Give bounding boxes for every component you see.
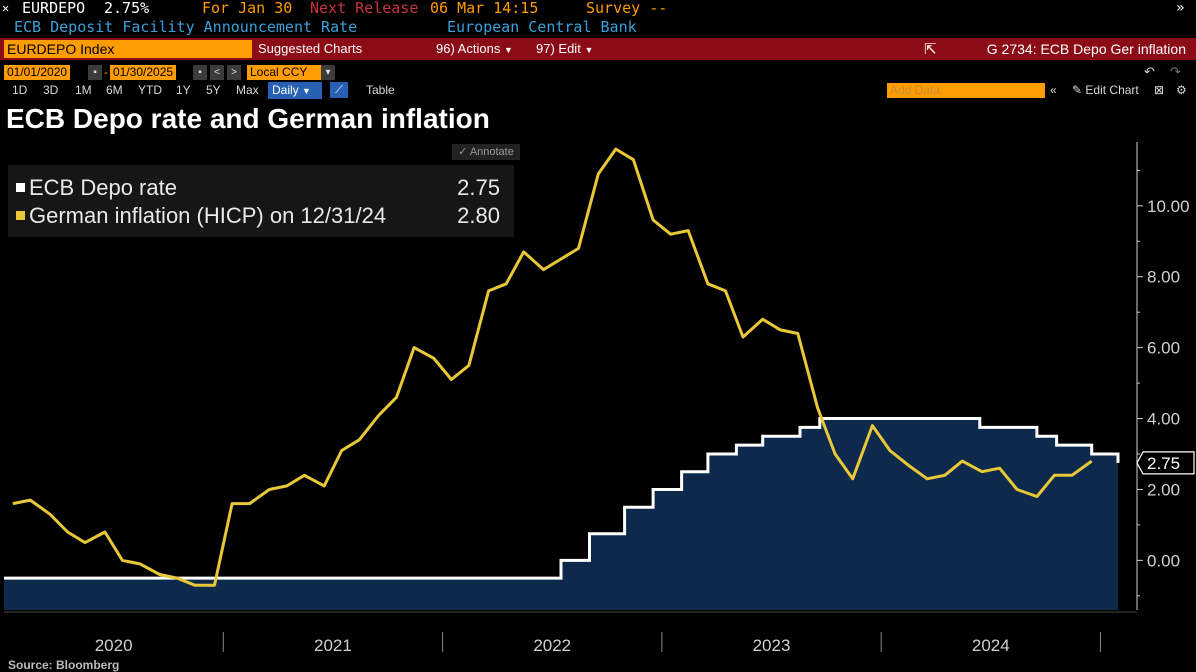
period-ytd[interactable]: YTD [138,83,162,97]
chart-title: ECB Depo rate and German inflation [6,103,490,134]
security-input[interactable]: EURDEPO Index [4,40,252,58]
chevron-down-icon: ▼ [503,45,513,55]
edit-chart-label: Edit Chart [1085,83,1139,97]
last-price-tag-label: 2.75 [1147,454,1180,473]
period-row: 1D 3D 1M 6M YTD 1Y 5Y Max Daily ▼ ⟋ Tabl… [0,82,1196,99]
chevron-down-icon: ▼ [302,86,311,96]
start-date-input[interactable]: 01/01/2020 [4,65,71,80]
edit-chart-button[interactable]: ✎ Edit Chart [1072,83,1139,97]
frequency-label: Daily [272,83,299,97]
close-icon[interactable]: ✕ [2,1,10,15]
suggested-charts-button[interactable]: Suggested Charts [258,41,363,56]
actions-menu[interactable]: 96) Actions ▼ [436,41,513,56]
currency-select[interactable]: Local CCY [247,65,321,80]
y-tick-label: 0.00 [1147,551,1180,570]
command-bar: EURDEPO Index Suggested Charts 96) Actio… [0,38,1196,60]
x-tick-label: 2023 [753,636,791,655]
chart-legend: ECB Depo rate 2.75 German inflation (HIC… [8,165,514,237]
depo-rate-area [4,418,1118,610]
annotate-label: Annotate [469,146,514,158]
legend-swatch-inflation [16,210,25,220]
period-max[interactable]: Max [236,83,259,97]
legend-label-depo: ECB Depo rate [29,175,177,200]
period-5y[interactable]: 5Y [206,83,221,97]
period-3d[interactable]: 3D [43,83,59,97]
date-row: 01/01/2020 ▪ - 01/30/2025 ▪ < > Local CC… [0,64,1196,82]
x-tick-label: 2024 [972,636,1010,655]
chevron-down-icon: ▼ [584,45,594,55]
survey-label: Survey -- [586,0,668,17]
chart-options-icon[interactable]: ⊠ [1154,83,1165,97]
ticker-value: 2.75% [104,0,150,17]
period-1m[interactable]: 1M [75,83,92,97]
ticker-subrow: ECB Deposit Facility Announcement Rate E… [0,17,1196,37]
calendar-icon[interactable]: ▪ [88,65,102,80]
legend-label-inflation: German inflation (HICP) on 12/31/24 [29,203,387,228]
period-1y[interactable]: 1Y [176,83,191,97]
actions-label: 96) Actions [436,41,501,56]
add-data-input[interactable]: Add Data [887,83,1045,98]
date-separator: - [104,65,108,79]
depo-rate-line [4,417,1120,580]
period-6m[interactable]: 6M [106,83,123,97]
legend-value-depo: 2.75 [457,175,500,200]
calendar-icon[interactable]: ▪ [193,65,207,80]
frequency-select[interactable]: Daily ▼ [268,82,322,99]
next-release-label: Next Release [310,0,419,17]
expand-icon[interactable]: » [1176,0,1185,16]
edit-menu[interactable]: 97) Edit ▼ [536,41,593,56]
annotate-button[interactable]: ✓ Annotate [452,144,520,160]
end-date-input[interactable]: 01/30/2025 [110,65,177,80]
external-link-icon[interactable]: ⇱ [924,41,937,58]
ticker-description: ECB Deposit Facility Announcement Rate [14,18,358,36]
y-tick-label: 6.00 [1147,339,1180,358]
chart-code: G 2734: ECB Depo Ger inflation [986,41,1186,57]
next-release-value: 06 Mar 14:15 [430,0,539,17]
y-tick-label: 10.00 [1147,197,1190,216]
y-tick-label: 2.00 [1147,480,1180,499]
legend-value-inflation: 2.80 [457,203,500,228]
table-button[interactable]: Table [366,83,395,97]
edit-label: 97) Edit [536,41,581,56]
next-arrow-icon[interactable]: > [227,65,241,80]
period-1d[interactable]: 1D [12,83,28,97]
x-tick-label: 2021 [314,636,352,655]
source-note: Source: Bloomberg [8,658,120,672]
line-chart-icon[interactable]: ⟋ [330,82,348,98]
y-tick-label: 4.00 [1147,410,1180,429]
x-tick-label: 2020 [95,636,133,655]
ticker-symbol: EURDEPO [22,0,86,17]
chevron-down-icon[interactable]: ▾ [321,65,335,80]
for-date: For Jan 30 [202,0,293,17]
ticker-source-org: European Central Bank [447,18,637,36]
legend-swatch-depo [16,182,25,192]
redo-icon[interactable]: ↷ [1170,64,1181,79]
x-tick-label: 2022 [533,636,571,655]
last-price-tag [1136,451,1195,475]
undo-icon[interactable]: ↶ [1144,64,1155,79]
legend-item-inflation: German inflation (HICP) on 12/31/24 [16,203,386,229]
ticker-bar: ✕ EURDEPO 2.75% For Jan 30 Next Release … [0,0,1196,18]
gear-icon[interactable]: ⚙ [1176,83,1187,97]
prev-arrow-icon[interactable]: < [210,65,224,80]
legend-item-depo: ECB Depo rate [16,175,177,201]
collapse-icon[interactable]: « [1050,83,1057,97]
y-tick-label: 8.00 [1147,268,1180,287]
